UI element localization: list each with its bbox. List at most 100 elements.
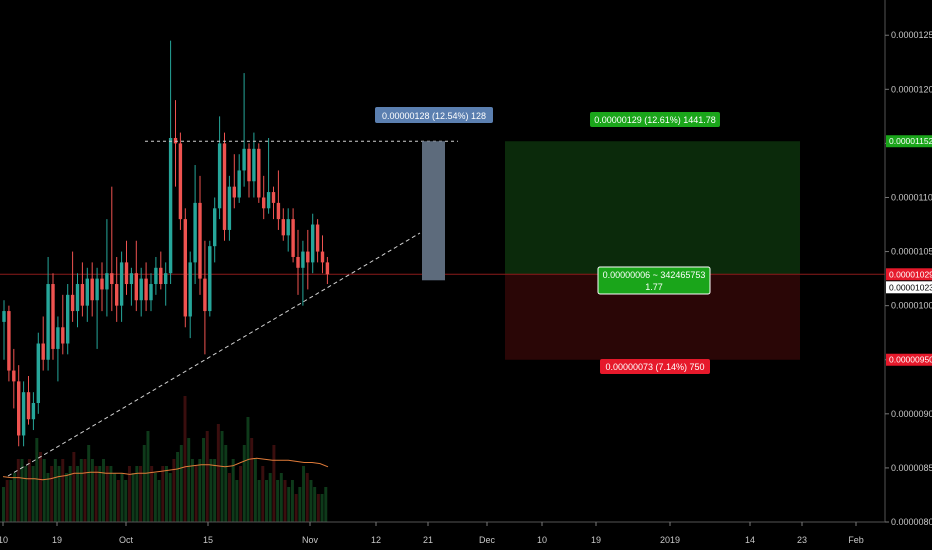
candle-body [242,148,246,171]
volume-bar [287,487,291,522]
volume-bar [50,466,54,522]
volume-bar [279,473,283,522]
candle-body [222,143,227,230]
volume-bar [205,431,209,522]
volume-bar [265,480,268,522]
loss-label: 0.00000073 (7.14%) 750 [600,359,710,374]
candle-body [85,278,89,306]
candle-body [105,273,109,290]
candle-body [21,392,26,436]
time-tick-label: 2019 [660,535,680,545]
volume-bar [42,459,46,522]
volume-bar [302,466,306,522]
volume-bar [168,473,172,522]
volume-bar [324,487,328,522]
candle-body [61,327,65,344]
candle-body [149,284,153,301]
volume-bar [57,466,61,522]
volume-bar [46,473,50,522]
volume-bar [235,480,239,522]
measure-ruler[interactable] [422,141,445,281]
volume-bar [142,445,146,522]
time-tick-label: 21 [423,535,433,545]
volume-bar [146,431,150,522]
volume-bar [68,466,72,522]
volume-bar [35,438,39,522]
stop-price-tag: 0.00000950 [886,353,932,366]
candle-body [208,246,212,312]
current-price-tag: 0.00001029 [886,268,932,281]
time-tick-label: Oct [119,535,134,545]
volume-bar [87,445,91,522]
candle-body [36,343,40,404]
volume-bar [216,424,220,522]
candle-body [139,278,143,301]
volume-bar [305,473,309,522]
candle-body [26,392,31,420]
time-tick-label: 23 [797,535,807,545]
candle-body [291,219,295,257]
candle-body [46,284,50,360]
volume-bar [231,459,235,522]
volume-bar [213,459,217,522]
volume-bar [24,466,28,522]
volume-bar [20,459,24,522]
volume-bar [116,480,120,522]
volume-bar [31,466,35,522]
volume-bar [190,459,194,522]
candle-body [7,311,11,371]
position-label-line2: 1.77 [645,282,663,292]
volume-bar [202,438,206,522]
candle-body [66,294,70,344]
volume-bar [90,459,94,522]
volume-bar [198,459,202,522]
volume-bar [320,494,324,522]
candle-body [2,311,6,322]
volume-bar [127,466,131,522]
candle-body [80,284,85,306]
candle-body [320,251,325,263]
volume-bar [179,445,183,522]
volume-bar [124,480,128,522]
volume-bar [83,459,87,522]
volume-bar [298,487,302,522]
volume-bar [139,466,143,522]
second-price-tag: 0.00001023 [886,281,932,294]
volume-bar [294,494,298,522]
candle-body [110,273,114,285]
volume-bar [172,459,176,522]
volume-bar [5,480,9,522]
profit-zone[interactable] [505,141,800,275]
candle-body [31,403,36,420]
ruler-label: 0.00000128 (12.54%) 128 [375,107,493,123]
candle-body [178,143,183,220]
candle-body [144,278,148,301]
candle-body [271,192,276,203]
volume-bar [220,431,224,522]
volume-bar [227,473,231,522]
time-tick-label: 10 [0,535,8,545]
volume-bar [157,480,161,522]
volume-bar [16,459,20,522]
volume-bar [61,459,65,522]
volume-bar [64,473,68,522]
volume-bar [250,438,254,522]
time-tick-label: Nov [302,535,319,545]
trend-line[interactable] [7,232,421,477]
candle-body [262,197,266,209]
current-price-text: 0.00001029 [889,269,932,279]
candle-body [41,343,45,360]
time-tick-label: 19 [591,535,601,545]
volume-bar [94,466,98,522]
volume-bar [135,466,139,522]
second-price-text: 0.00001023 [889,282,932,292]
candle-body [213,208,217,247]
time-axis[interactable]: 10 19 Oct 15 Nov 12 21 Dec 10 19 2019 14 23 Feb [0,522,864,545]
stop-price-text: 0.00000950 [889,355,932,365]
candle-body [124,262,129,285]
candle-body [70,294,75,312]
